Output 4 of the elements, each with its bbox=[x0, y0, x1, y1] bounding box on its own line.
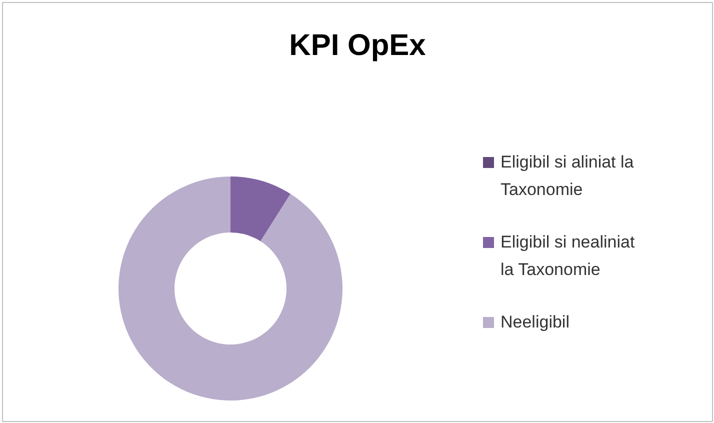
legend-label: Neeligibil bbox=[500, 312, 570, 332]
chart-title: KPI OpEx bbox=[289, 29, 426, 62]
legend-label: Eligibil si aliniat la Taxonomie bbox=[500, 152, 634, 200]
legend-label: Eligibil si nealiniat la Taxonomie bbox=[500, 232, 635, 280]
